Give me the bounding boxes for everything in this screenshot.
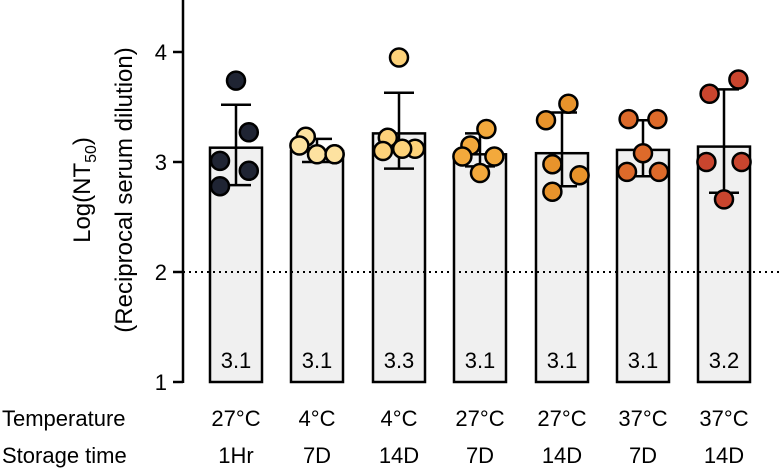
data-point-4-4 bbox=[452, 146, 473, 167]
data-point-1-1 bbox=[225, 70, 247, 91]
data-point-2-4 bbox=[306, 144, 328, 165]
temperature-label-1: 27°C bbox=[211, 406, 260, 431]
bar-value-label-4: 3.1 bbox=[465, 348, 496, 373]
bar-4 bbox=[452, 153, 508, 384]
data-point-1-2 bbox=[238, 122, 260, 143]
data-point-2-5 bbox=[324, 144, 345, 165]
y-tick-label-1: 1 bbox=[155, 370, 167, 395]
x-category-labels: 27°C 1Hr 4°C 7D 4°C 14D 27°C 7D 27°C 14D 37°C 7D 37°… bbox=[2, 406, 749, 468]
data-point-7-2 bbox=[699, 83, 720, 105]
bar-3 bbox=[371, 132, 427, 384]
data-point-3-5 bbox=[391, 138, 413, 160]
bar-value-label-1: 3.1 bbox=[221, 348, 252, 373]
bar-value-label-3: 3.3 bbox=[384, 348, 415, 373]
y-axis-title-second-line: (Reciprocal serum dilution) bbox=[111, 47, 138, 332]
data-point-1-4 bbox=[238, 160, 260, 182]
data-point-7-3 bbox=[696, 151, 717, 173]
y-axis-title-main: Log(NT50) bbox=[69, 137, 100, 243]
data-point-1-5 bbox=[209, 175, 231, 197]
data-points bbox=[209, 47, 752, 210]
temperature-label-2: 4°C bbox=[299, 406, 336, 431]
data-point-3-1 bbox=[388, 47, 410, 68]
row-label-storage-time: Storage time bbox=[2, 443, 127, 468]
data-point-5-3 bbox=[542, 153, 563, 175]
y-tick-label-4: 4 bbox=[155, 40, 167, 65]
data-point-6-2 bbox=[647, 108, 668, 130]
data-point-5-5 bbox=[542, 181, 563, 202]
temperature-label-6: 37°C bbox=[618, 406, 667, 431]
bar-value-label-2: 3.1 bbox=[302, 348, 333, 373]
y-axis-title: Log(NT50) (Reciprocal serum dilution) bbox=[69, 47, 138, 332]
row-label-temperature: Temperature bbox=[2, 406, 126, 431]
data-point-6-3 bbox=[632, 142, 654, 164]
storage-time-label-7: 14D bbox=[704, 443, 744, 468]
data-point-6-1 bbox=[618, 108, 639, 130]
y-tick-label-2: 2 bbox=[155, 260, 167, 285]
storage-time-label-2: 7D bbox=[303, 443, 331, 468]
temperature-label-7: 37°C bbox=[699, 406, 748, 431]
y-axis-title-subscript: 50 bbox=[83, 145, 100, 163]
bar-value-label-6: 3.1 bbox=[628, 348, 659, 373]
data-point-7-4 bbox=[731, 151, 752, 173]
data-point-4-1 bbox=[476, 118, 497, 140]
data-point-7-1 bbox=[728, 69, 749, 90]
storage-time-label-1: 1Hr bbox=[218, 443, 253, 468]
data-point-1-3 bbox=[209, 150, 231, 172]
data-point-4-3 bbox=[484, 146, 505, 167]
data-point-4-5 bbox=[469, 162, 491, 184]
y-axis: 1 2 3 4 bbox=[155, 0, 185, 395]
storage-time-label-3: 14D bbox=[379, 443, 419, 468]
temperature-label-3: 4°C bbox=[381, 406, 418, 431]
y-axis-title-log: Log(NT bbox=[69, 163, 96, 243]
temperature-label-4: 27°C bbox=[455, 406, 504, 431]
data-point-5-2 bbox=[535, 109, 557, 131]
data-point-2-2 bbox=[289, 135, 310, 156]
data-point-5-1 bbox=[558, 93, 579, 114]
bar-value-label-5: 3.1 bbox=[547, 348, 578, 373]
data-point-7-5 bbox=[713, 189, 735, 210]
storage-time-label-4: 7D bbox=[466, 443, 494, 468]
y-axis-title-close: ) bbox=[69, 137, 96, 145]
data-point-6-5 bbox=[648, 161, 670, 183]
temperature-label-5: 27°C bbox=[537, 406, 586, 431]
data-point-6-4 bbox=[616, 161, 638, 183]
storage-time-label-6: 7D bbox=[629, 443, 657, 468]
data-point-3-3 bbox=[372, 140, 394, 162]
bar-6 bbox=[615, 148, 671, 384]
bar-value-label-7: 3.2 bbox=[709, 348, 740, 373]
storage-time-label-5: 14D bbox=[542, 443, 582, 468]
y-tick-label-3: 3 bbox=[155, 150, 167, 175]
data-point-5-4 bbox=[569, 164, 590, 186]
